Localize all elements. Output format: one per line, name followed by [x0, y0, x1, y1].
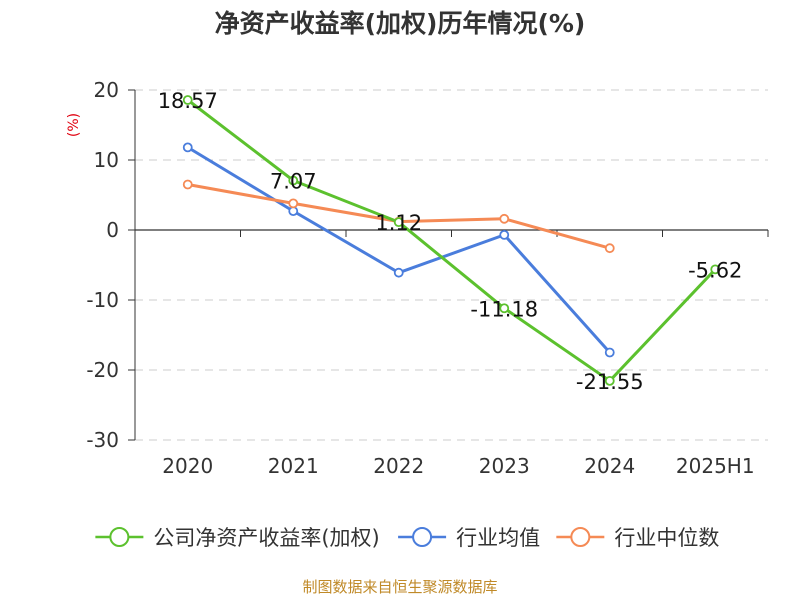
- legend-item: 公司净资产收益率(加权): [95, 526, 380, 550]
- source-note: 制图数据来自恒生聚源数据库: [302, 578, 497, 596]
- data-point: [182, 142, 193, 153]
- y-tick-label: 0: [106, 218, 119, 242]
- data-point: [604, 375, 615, 386]
- data-point: [393, 217, 404, 228]
- data-point: [393, 267, 404, 278]
- x-tick-label: 2021: [268, 454, 319, 478]
- legend-swatch-marker: [570, 527, 591, 547]
- legend-label: 公司净资产收益率(加权): [153, 526, 379, 550]
- data-point: [288, 175, 299, 186]
- legend-item: 行业均值: [398, 526, 540, 550]
- data-label: 18.57: [158, 89, 218, 113]
- data-point: [604, 347, 615, 358]
- data-point: [182, 95, 193, 105]
- series-lines: [182, 95, 721, 386]
- grid-lines: [135, 89, 768, 441]
- x-tick-label: 2025H1: [676, 454, 755, 478]
- legend-swatch-marker: [412, 527, 433, 547]
- axes: 20 10 0 -10 -20 -30 2020 2021 2022 2023 2024 2025H1: [86, 78, 769, 478]
- data-point: [499, 303, 510, 314]
- y-tick-label: -20: [86, 358, 119, 382]
- data-label: -21.55: [576, 370, 644, 394]
- series-line: [186, 98, 717, 383]
- legend-label: 行业中位数: [614, 526, 719, 550]
- chart-title: 净资产收益率(加权)历年情况(%): [215, 9, 586, 38]
- legend: 公司净资产收益率(加权) 行业均值 行业中位数: [95, 526, 719, 550]
- data-point: [499, 229, 510, 240]
- x-tick-label: 2020: [162, 454, 213, 478]
- data-point: [499, 213, 510, 224]
- legend-item: 行业中位数: [556, 526, 719, 550]
- x-tick-label: 2023: [479, 454, 530, 478]
- series-line: [187, 146, 611, 354]
- x-tick-label: 2022: [373, 454, 424, 478]
- data-label: 1.12: [375, 211, 422, 235]
- y-tick-label: 20: [94, 78, 119, 102]
- legend-swatch-marker: [109, 527, 130, 547]
- y-tick-label: -30: [86, 428, 119, 452]
- y-axis-label: (%): [66, 113, 82, 137]
- data-point: [182, 179, 193, 190]
- data-point: [288, 198, 299, 209]
- y-tick-label: -10: [86, 288, 119, 312]
- data-label: 7.07: [270, 170, 317, 194]
- data-point: [604, 243, 615, 254]
- legend-label: 行业均值: [456, 526, 540, 550]
- x-tick-label: 2024: [584, 454, 635, 478]
- data-labels: 18.57 7.07 1.12 -11.18 -21.55 -5.62: [158, 89, 743, 394]
- data-point: [288, 206, 299, 217]
- data-label: -5.62: [688, 258, 742, 282]
- data-label: -11.18: [470, 297, 538, 321]
- y-tick-label: 10: [94, 148, 119, 172]
- data-point: [710, 264, 721, 275]
